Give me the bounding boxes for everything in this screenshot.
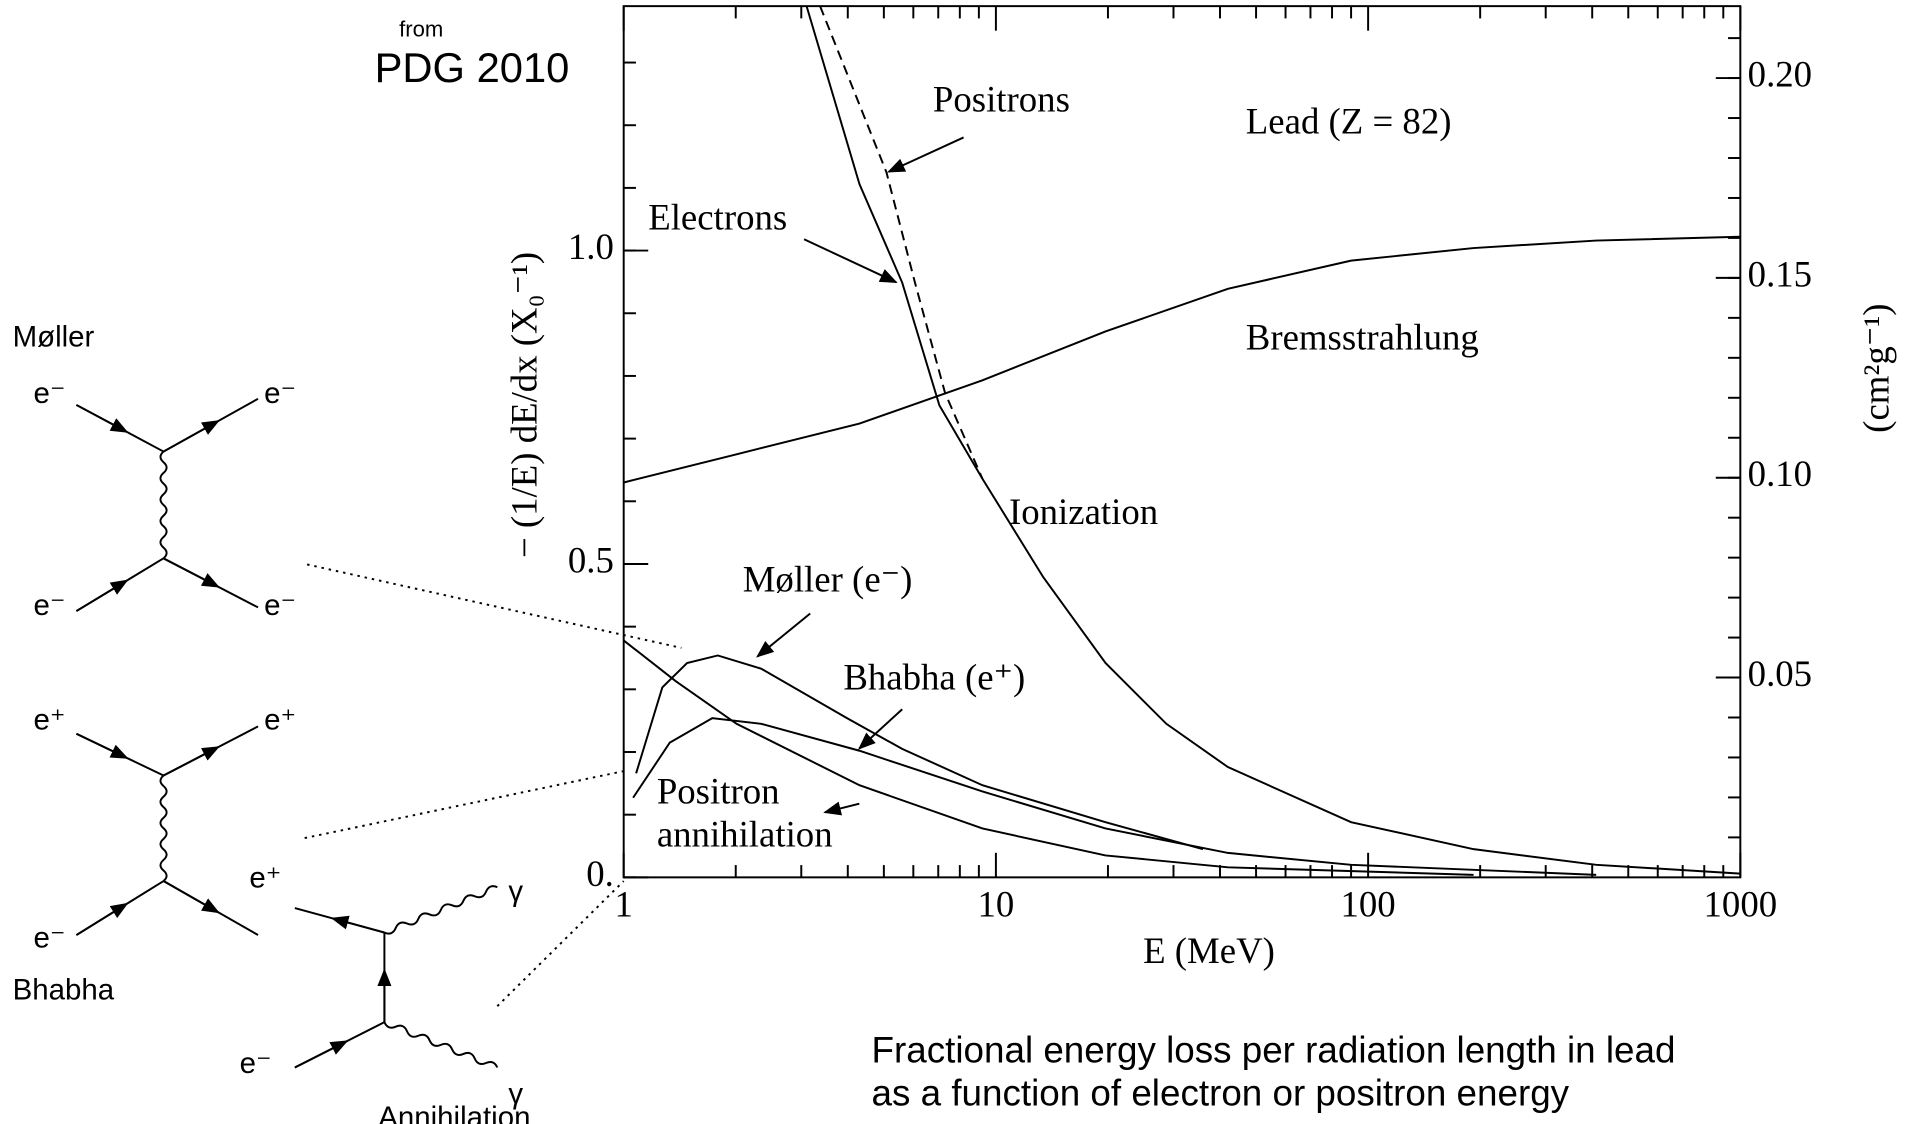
diagram-label: e⁺ bbox=[249, 862, 281, 895]
diagram-label: Bhabha bbox=[13, 973, 115, 1006]
y2-tick-label: 0.20 bbox=[1748, 54, 1812, 95]
annotation: Bremsstrahlung bbox=[1246, 317, 1479, 358]
curve bbox=[805, 5, 1741, 875]
y2-tick-label: 0.15 bbox=[1748, 253, 1812, 294]
diagram-label: e⁺ bbox=[33, 703, 65, 736]
y2-tick-label: 0.05 bbox=[1748, 653, 1812, 694]
y2-axis-label: (cm²g⁻¹) bbox=[1856, 303, 1897, 432]
arrows bbox=[756, 136, 964, 816]
arrow-head bbox=[294, 1040, 349, 1069]
header-source: PDG 2010 bbox=[375, 44, 570, 91]
x-tick-label: 100 bbox=[1341, 883, 1396, 924]
diagram-label: γ bbox=[508, 1078, 523, 1111]
diagram-label: e⁻ bbox=[33, 589, 65, 622]
annotation: Møller (e⁻) bbox=[743, 558, 913, 599]
connectors bbox=[304, 563, 682, 1007]
arrow-head bbox=[163, 420, 220, 453]
plot-frame bbox=[622, 5, 1742, 879]
arrow-head bbox=[75, 579, 129, 612]
diagram-label: e⁻ bbox=[264, 377, 296, 410]
y2-tick-label: 0.10 bbox=[1748, 453, 1812, 494]
wavy-line bbox=[384, 885, 498, 935]
diagram-label: e⁻ bbox=[33, 922, 65, 955]
wavy-line bbox=[383, 1021, 499, 1068]
arrow-head bbox=[75, 902, 129, 936]
x-tick-label: 1 bbox=[614, 883, 632, 924]
y-tick-label: 0.5 bbox=[568, 539, 614, 580]
annotation: Bhabha (e⁺) bbox=[843, 656, 1025, 697]
diagram-label: e⁻ bbox=[264, 589, 296, 622]
x-tick-label: 10 bbox=[978, 883, 1015, 924]
caption: Fractional energy loss per radiation len… bbox=[872, 1030, 1676, 1071]
feynman-diagrams bbox=[75, 397, 499, 1069]
annotation: Positron bbox=[657, 771, 780, 812]
y-tick-label: 1.0 bbox=[568, 226, 614, 267]
diagram-label: e⁻ bbox=[240, 1047, 272, 1080]
arrow-head bbox=[75, 404, 129, 433]
curve bbox=[632, 717, 1597, 876]
arrow-head bbox=[163, 557, 220, 588]
diagram-label: Møller bbox=[13, 320, 95, 353]
diagram-label: e⁻ bbox=[33, 377, 65, 410]
caption: as a function of electron or positron en… bbox=[872, 1072, 1570, 1113]
header-from: from bbox=[399, 17, 443, 42]
x-axis-label: E (MeV) bbox=[1143, 930, 1275, 971]
curve bbox=[623, 235, 1741, 484]
x-tick-label: 1000 bbox=[1704, 883, 1778, 924]
annotation: Electrons bbox=[648, 196, 787, 237]
arrow-head bbox=[330, 915, 385, 934]
annotation: Ionization bbox=[1009, 491, 1158, 532]
annotation: Positrons bbox=[933, 79, 1070, 120]
y-tick-label: 0. bbox=[586, 853, 614, 894]
y-axis-label: − (1/E) dE/dx (X₀⁻¹) bbox=[503, 252, 544, 558]
diagram-label: Annihilation bbox=[378, 1101, 530, 1124]
curve bbox=[635, 654, 1204, 851]
diagram-label: e⁺ bbox=[264, 703, 296, 736]
curve bbox=[623, 639, 1474, 876]
arrow-head bbox=[163, 880, 220, 914]
annotation: Lead (Z = 82) bbox=[1246, 101, 1452, 142]
curve bbox=[819, 5, 984, 480]
annotation: annihilation bbox=[657, 814, 833, 855]
wavy-line bbox=[159, 450, 168, 560]
arrow-head bbox=[163, 746, 220, 777]
arrow-head bbox=[75, 732, 129, 759]
wavy-line bbox=[159, 774, 168, 882]
diagram-label: γ bbox=[508, 875, 523, 908]
